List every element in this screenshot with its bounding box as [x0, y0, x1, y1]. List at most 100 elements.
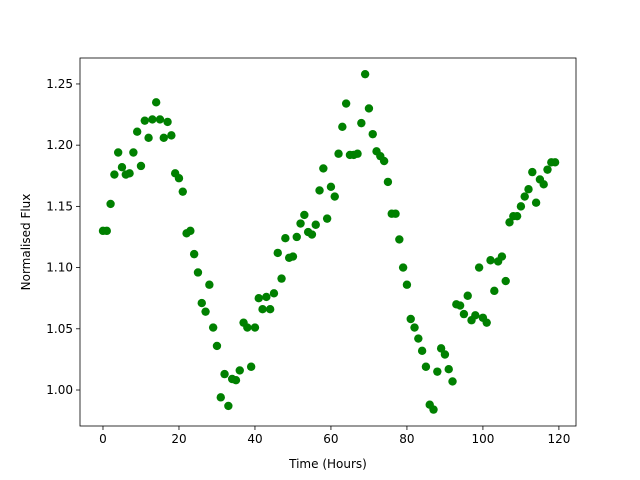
x-axis-label: Time (Hours) [288, 457, 367, 471]
y-tick-label: 1.15 [46, 199, 73, 213]
data-point [474, 263, 484, 272]
data-point [281, 234, 290, 243]
x-tick-label: 0 [99, 432, 107, 446]
data-point [448, 377, 457, 386]
data-point [550, 158, 560, 167]
data-point [205, 280, 214, 289]
data-point [106, 199, 115, 209]
data-point [391, 209, 400, 218]
x-tick-label: 20 [171, 432, 186, 446]
data-point [334, 149, 343, 158]
data-point [471, 311, 480, 320]
data-point [383, 177, 393, 187]
data-point [220, 369, 229, 379]
data-point [300, 210, 309, 220]
data-point [330, 192, 339, 201]
data-point [193, 268, 203, 277]
data-point [174, 174, 184, 183]
data-point [421, 362, 431, 371]
data-point [159, 133, 168, 143]
data-point [417, 346, 427, 356]
data-point [307, 230, 317, 239]
data-point [414, 334, 423, 343]
data-point [433, 367, 442, 376]
data-point [265, 305, 275, 314]
data-point [186, 226, 195, 236]
data-point [501, 276, 510, 286]
data-point [395, 235, 404, 244]
data-point [212, 341, 222, 351]
data-point [322, 214, 332, 223]
data-point [353, 149, 362, 158]
data-point [436, 344, 446, 353]
data-point [269, 289, 279, 298]
data-point [125, 169, 134, 178]
data-point [319, 164, 328, 173]
data-point [357, 118, 366, 128]
data-point [505, 218, 514, 227]
data-point [455, 301, 465, 310]
y-tick-label: 1.10 [46, 261, 73, 275]
data-point [296, 219, 305, 228]
data-point [368, 129, 377, 139]
y-axis-label: Normalised Flux [19, 194, 33, 291]
data-point [262, 292, 271, 302]
data-point [132, 127, 142, 136]
data-point [440, 350, 450, 359]
data-point [258, 305, 267, 314]
data-point [531, 198, 541, 207]
data-point [402, 280, 412, 289]
data-point [216, 393, 225, 402]
data-point [520, 192, 529, 201]
data-point [379, 156, 389, 166]
data-point [148, 115, 157, 124]
data-point [315, 186, 324, 195]
data-point [140, 116, 149, 125]
data-point [167, 131, 176, 140]
y-tick-label: 1.25 [46, 77, 73, 91]
data-point [273, 248, 282, 258]
data-point [406, 314, 415, 324]
data-point [151, 98, 161, 107]
data-point [410, 323, 419, 332]
data-point [136, 161, 146, 171]
x-tick-label: 100 [471, 432, 494, 446]
data-point [512, 211, 522, 221]
data-point [490, 286, 499, 296]
data-point [326, 182, 336, 191]
data-point [497, 252, 507, 261]
data-point [463, 291, 472, 300]
data-point [250, 323, 260, 332]
data-point [459, 309, 469, 319]
data-point [543, 165, 552, 174]
x-tick-label: 80 [399, 432, 414, 446]
data-point [516, 202, 526, 211]
data-point [243, 323, 252, 332]
y-tick-label: 1.20 [46, 138, 73, 152]
data-point [231, 376, 241, 385]
data-point [338, 122, 347, 132]
data-point [444, 364, 453, 374]
data-point [117, 163, 127, 172]
data-point [201, 307, 210, 316]
data-point [235, 366, 244, 375]
data-point [155, 115, 165, 124]
data-point [113, 148, 123, 157]
data-point [208, 323, 218, 332]
data-point [110, 170, 119, 179]
data-point [288, 252, 298, 261]
data-point [144, 133, 153, 143]
data-point [197, 298, 206, 308]
data-point [364, 104, 374, 113]
data-point [486, 256, 495, 265]
data-point [292, 232, 301, 242]
axes-frame [79, 57, 577, 427]
data-point [254, 293, 263, 303]
x-tick-label: 60 [323, 432, 338, 446]
data-point [539, 180, 548, 189]
x-tick-label: 120 [547, 432, 570, 446]
data-point [277, 274, 286, 283]
data-point [311, 220, 320, 229]
